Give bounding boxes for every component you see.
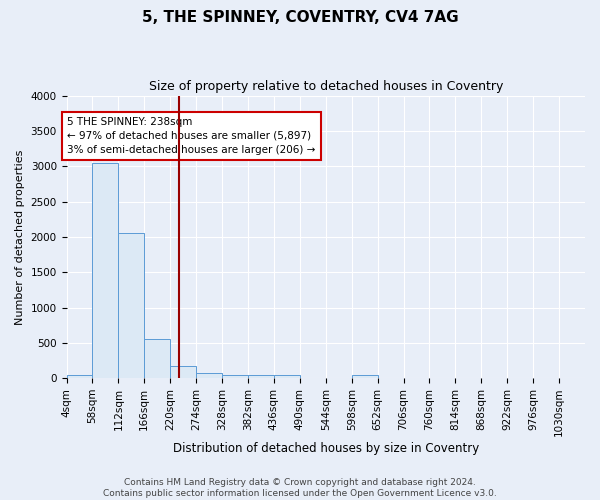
X-axis label: Distribution of detached houses by size in Coventry: Distribution of detached houses by size …	[173, 442, 479, 455]
Bar	[144, 340, 170, 378]
Title: Size of property relative to detached houses in Coventry: Size of property relative to detached ho…	[149, 80, 503, 93]
Bar	[92, 162, 118, 378]
Y-axis label: Number of detached properties: Number of detached properties	[15, 149, 25, 324]
Bar	[248, 374, 274, 378]
Bar	[352, 374, 377, 378]
Bar	[196, 373, 222, 378]
Text: Contains HM Land Registry data © Crown copyright and database right 2024.
Contai: Contains HM Land Registry data © Crown c…	[103, 478, 497, 498]
Bar	[118, 234, 144, 378]
Bar	[274, 374, 300, 378]
Text: 5, THE SPINNEY, COVENTRY, CV4 7AG: 5, THE SPINNEY, COVENTRY, CV4 7AG	[142, 10, 458, 25]
Text: 5 THE SPINNEY: 238sqm
← 97% of detached houses are smaller (5,897)
3% of semi-de: 5 THE SPINNEY: 238sqm ← 97% of detached …	[67, 117, 316, 155]
Bar	[222, 374, 248, 378]
Bar	[170, 366, 196, 378]
Bar	[67, 374, 92, 378]
